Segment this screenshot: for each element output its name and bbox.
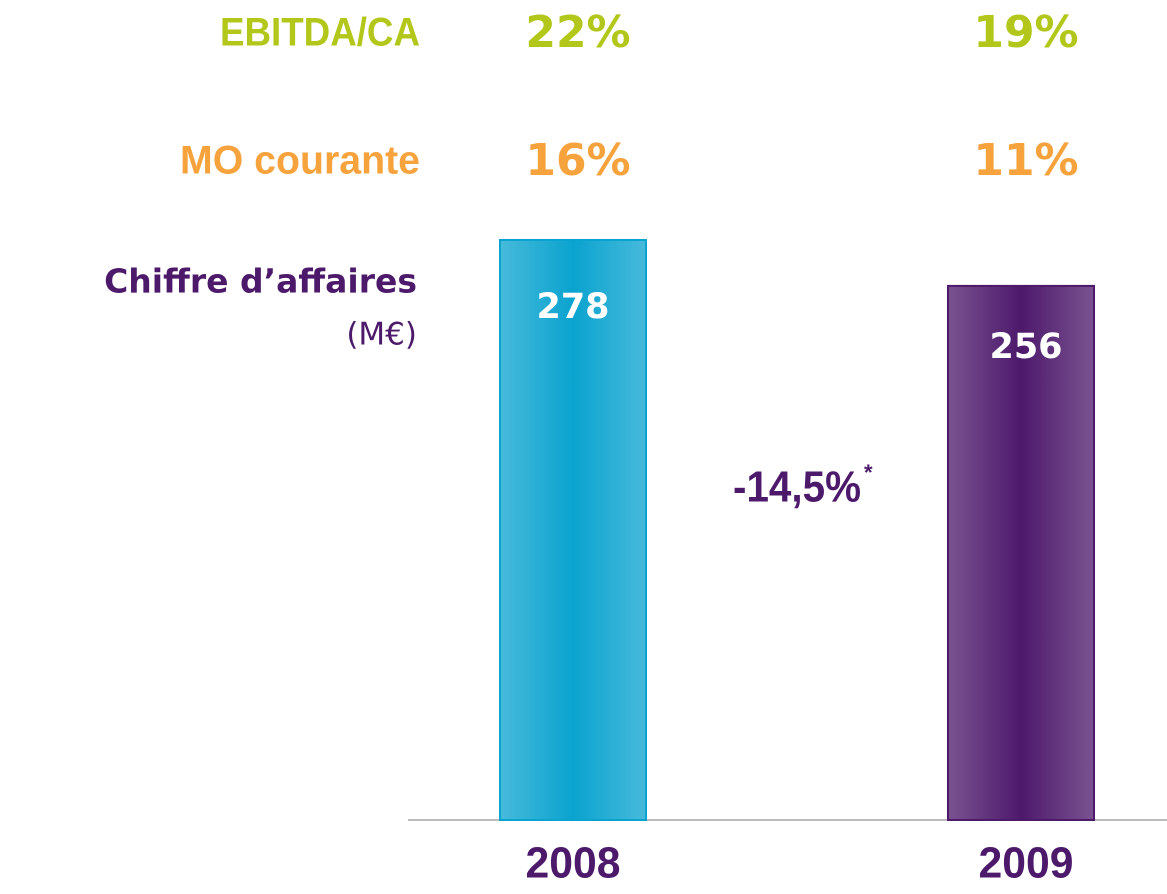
metric-name: MO courante — [180, 139, 420, 183]
bar — [499, 239, 647, 821]
metric-value: 11% — [973, 135, 1078, 186]
annotation: -14,5% — [733, 463, 861, 512]
unit-label: (M€) — [346, 317, 417, 353]
bar-value-label: 278 — [536, 287, 609, 327]
metric-name: EBITDA/CA — [220, 11, 420, 55]
x-tick-label: 2008 — [526, 839, 621, 888]
bar-value-label: 256 — [989, 327, 1062, 367]
bar — [947, 284, 1095, 821]
measure-label: Chiffre d’affaires — [104, 262, 417, 301]
annotation-note: * — [864, 460, 873, 485]
metric-value: 19% — [973, 7, 1078, 58]
metric-value: 16% — [525, 135, 630, 186]
metric-value: 22% — [525, 7, 630, 58]
x-tick-label: 2009 — [979, 839, 1074, 888]
